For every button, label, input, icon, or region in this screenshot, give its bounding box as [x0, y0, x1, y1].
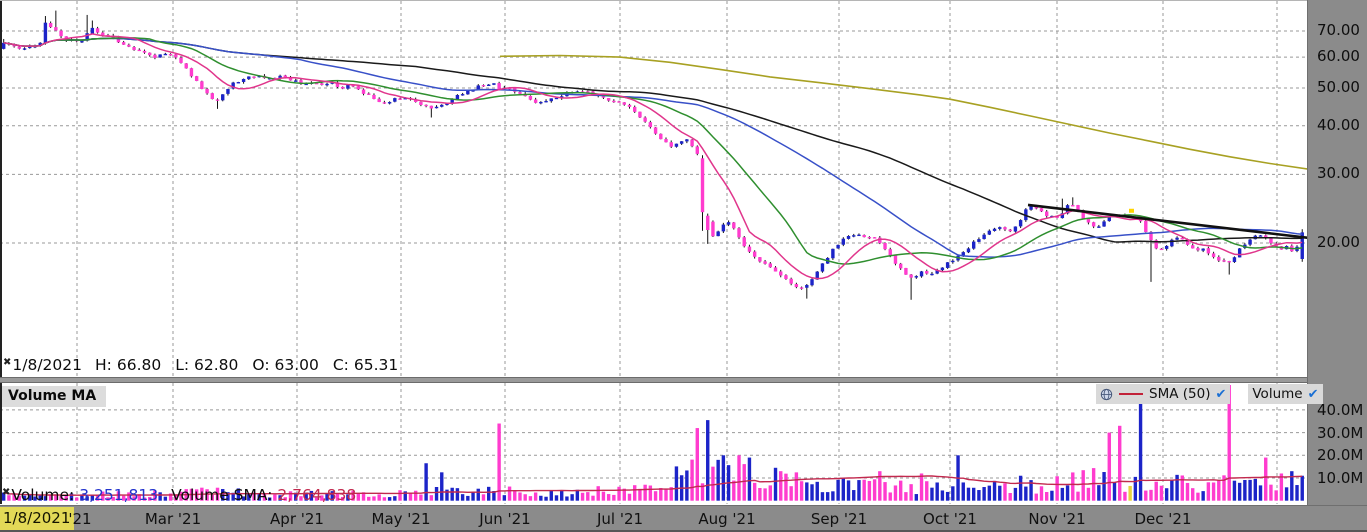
selected-date-chip: 1/8/2021 [0, 507, 75, 530]
volume-gridlines [0, 383, 1307, 504]
x-axis-month-label: Apr '21 [270, 510, 324, 528]
ohlc-status-row: ✖ 1/8/2021 H: 66.80 L: 62.80 O: 63.00 C:… [3, 356, 412, 374]
moving-average-lines [3, 33, 1307, 280]
sma21-line [3, 37, 1303, 265]
price-gridlines [0, 1, 1307, 378]
volume-chart-canvas[interactable] [0, 383, 1307, 504]
x-axis-month-label: '21 [68, 510, 92, 528]
volume-indicator-title[interactable]: Volume MA [2, 386, 107, 407]
volume-pane[interactable] [0, 383, 1307, 504]
price-tick-label: 30.00 [1317, 164, 1360, 183]
volume-checkbox[interactable]: ✔ [1307, 386, 1319, 402]
pane-separator[interactable] [0, 377, 1367, 383]
price-tick-label: 60.00 [1317, 47, 1360, 66]
x-axis-month-label: Nov '21 [1028, 510, 1086, 528]
low-readout: L: 62.80 [175, 356, 239, 374]
x-axis-month-label: Jun '21 [479, 510, 531, 528]
legend-volume-label: Volume [1252, 386, 1303, 402]
x-axis-month-label: Sep '21 [810, 510, 868, 528]
x-axis-month-label: Jul '21 [596, 510, 644, 528]
sma-line-swatch [1119, 393, 1143, 395]
open-readout: O: 63.00 [252, 356, 319, 374]
volume-label: Volume: [11, 486, 75, 504]
legend-sma-chip[interactable]: SMA (50) ✔ [1096, 384, 1231, 404]
x-axis-month-label: Aug '21 [698, 510, 756, 528]
event-marker [1129, 208, 1134, 213]
close-readout: C: 65.31 [332, 356, 399, 374]
price-axis[interactable]: 70.00 60.00 50.00 40.00 30.00 20.00 40.0M 30.0M… [1307, 0, 1367, 505]
x-axis-month-label: May '21 [371, 510, 431, 528]
sma10-line [3, 33, 1303, 280]
candlestick-chart-canvas[interactable] [0, 1, 1307, 378]
legend-gap [1230, 384, 1248, 404]
volume-bars[interactable] [2, 385, 1304, 501]
price-tick-label: 40.00 [1317, 115, 1360, 134]
volume-tick-label: 10.0M [1317, 469, 1364, 487]
legend-volume-chip[interactable]: Volume ✔ [1248, 384, 1323, 404]
x-axis-month-label: Mar '21 [144, 510, 202, 528]
candlesticks[interactable] [2, 10, 1304, 300]
price-tick-label: 50.00 [1317, 77, 1360, 96]
volume-tick-label: 40.0M [1317, 400, 1364, 419]
price-pane[interactable] [0, 0, 1307, 378]
volume-sma-line [3, 475, 1303, 496]
sma80-line [3, 37, 1303, 243]
x-axis-month-label: Oct '21 [923, 510, 977, 528]
volume-status-row: ✖ Volume: 3,251,813 Volume SMA: 2,764,83… [2, 486, 356, 504]
x-axis-month-label: Dec '21 [1134, 510, 1192, 528]
date-axis[interactable]: 1/8/2021 '21 Mar '21 Apr '21 May '21 Jun '21… [0, 505, 1367, 532]
trendline[interactable] [1027, 203, 1307, 240]
volume-value: 3,251,813 [79, 486, 159, 504]
volume-sma-value: 2,764,838 [277, 486, 357, 504]
legend-sma-label: SMA (50) [1149, 386, 1211, 402]
price-tick-label: 70.00 [1317, 21, 1360, 40]
close-icon[interactable]: ✖ [2, 487, 11, 498]
close-icon[interactable]: ✖ [3, 357, 12, 368]
sma50-line [3, 37, 1303, 258]
high-readout: H: 66.80 [95, 356, 162, 374]
sma200-line [499, 54, 1307, 170]
price-tick-label: 20.00 [1317, 233, 1360, 252]
selected-date-text: 1/8/2021 [12, 356, 83, 374]
sma-checkbox[interactable]: ✔ [1215, 386, 1227, 402]
globe-icon [1100, 388, 1113, 400]
volume-tick-label: 20.0M [1317, 446, 1364, 465]
volume-legend: SMA (50) ✔ Volume ✔ [1096, 384, 1323, 404]
volume-sma-label: Volume SMA: [171, 486, 273, 504]
volume-tick-label: 30.0M [1317, 423, 1364, 442]
